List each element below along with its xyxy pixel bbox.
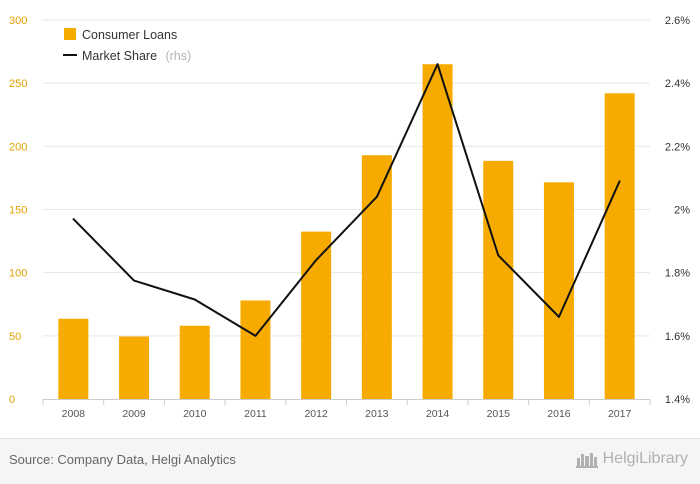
y-right-tick-label: 1.4% bbox=[665, 394, 690, 406]
point-market-share bbox=[193, 298, 196, 301]
line-series bbox=[72, 63, 621, 337]
y-right-tick-label: 1.8% bbox=[665, 268, 690, 280]
y-right-tick-label: 2.2% bbox=[665, 141, 690, 153]
bar-consumer-loans bbox=[179, 325, 210, 399]
x-tick-label: 2017 bbox=[608, 408, 632, 420]
bar-consumer-loans bbox=[361, 155, 392, 399]
point-market-share bbox=[497, 254, 500, 257]
legend-swatch-consumer-loans bbox=[64, 28, 76, 40]
combo-chart: 0 50 100 150 200 250 300 1.4% 1.6% 1.8% 2% 2.2% 2.4… bbox=[9, 15, 690, 420]
x-tick-label: 2013 bbox=[365, 408, 389, 420]
legend-market-share-name: Market Share bbox=[82, 49, 157, 63]
bar-consumer-loans bbox=[240, 300, 271, 399]
x-tick-label: 2014 bbox=[426, 408, 450, 420]
bar-consumer-loans bbox=[119, 336, 150, 399]
bar-series bbox=[58, 64, 635, 400]
source-text: Source: Company Data, Helgi Analytics bbox=[9, 452, 236, 467]
point-market-share bbox=[72, 218, 75, 220]
x-tick-label: 2010 bbox=[183, 408, 207, 420]
x-tick-label: 2012 bbox=[304, 408, 328, 420]
y-right-tick-label: 2.6% bbox=[665, 15, 690, 27]
y-left-tick-label: 200 bbox=[9, 141, 27, 153]
x-tick-label: 2015 bbox=[487, 408, 511, 420]
y-right-tick-label: 2.4% bbox=[665, 78, 690, 90]
point-market-share bbox=[376, 196, 378, 198]
y-right-tick-label: 1.6% bbox=[665, 331, 690, 343]
bar-consumer-loans bbox=[604, 93, 635, 400]
y-left-tick-label: 250 bbox=[9, 78, 27, 90]
x-axis: 2008 2009 2010 2011 2012 2013 2014 2015 2016 2017 bbox=[42, 399, 651, 420]
point-market-share bbox=[315, 259, 317, 261]
x-tick-label: 2016 bbox=[547, 408, 571, 420]
point-market-share bbox=[618, 180, 621, 182]
y-left-tick-label: 50 bbox=[9, 331, 21, 343]
point-market-share bbox=[558, 316, 560, 318]
footer: Source: Company Data, Helgi Analytics He… bbox=[0, 438, 700, 484]
bar-consumer-loans bbox=[422, 64, 453, 399]
line-market-share bbox=[72, 63, 621, 337]
legend-market-share-rhs: (rhs) bbox=[165, 49, 191, 63]
point-market-share bbox=[436, 63, 439, 66]
x-tick-label: 2008 bbox=[62, 408, 86, 420]
bar-consumer-loans bbox=[483, 160, 514, 399]
point-market-share bbox=[133, 279, 135, 282]
legend: Consumer Loans Market Share (rhs) bbox=[63, 28, 191, 64]
brand-name: HelgiLibrary bbox=[602, 450, 688, 467]
castle-icon bbox=[575, 453, 598, 468]
legend-label-market-share: Market Share (rhs) bbox=[82, 47, 191, 64]
y-axis-left: 0 50 100 150 200 250 300 bbox=[9, 15, 27, 406]
x-tick-label: 2011 bbox=[244, 408, 267, 420]
legend-label-consumer-loans: Consumer Loans bbox=[82, 28, 177, 42]
bar-consumer-loans bbox=[543, 182, 574, 399]
bar-consumer-loans bbox=[58, 318, 89, 399]
bar-consumer-loans bbox=[301, 231, 332, 399]
x-tick-label: 2009 bbox=[122, 408, 146, 420]
point-market-share bbox=[254, 335, 257, 337]
y-axis-right: 1.4% 1.6% 1.8% 2% 2.2% 2.4% 2.6% bbox=[665, 15, 690, 406]
y-left-tick-label: 0 bbox=[9, 394, 15, 406]
y-right-tick-label: 2% bbox=[674, 205, 690, 217]
brand-logo[interactable]: HelgiLibrary bbox=[575, 450, 688, 468]
y-left-tick-label: 100 bbox=[9, 268, 27, 280]
y-left-tick-label: 300 bbox=[9, 15, 27, 27]
y-left-tick-label: 150 bbox=[9, 205, 27, 217]
